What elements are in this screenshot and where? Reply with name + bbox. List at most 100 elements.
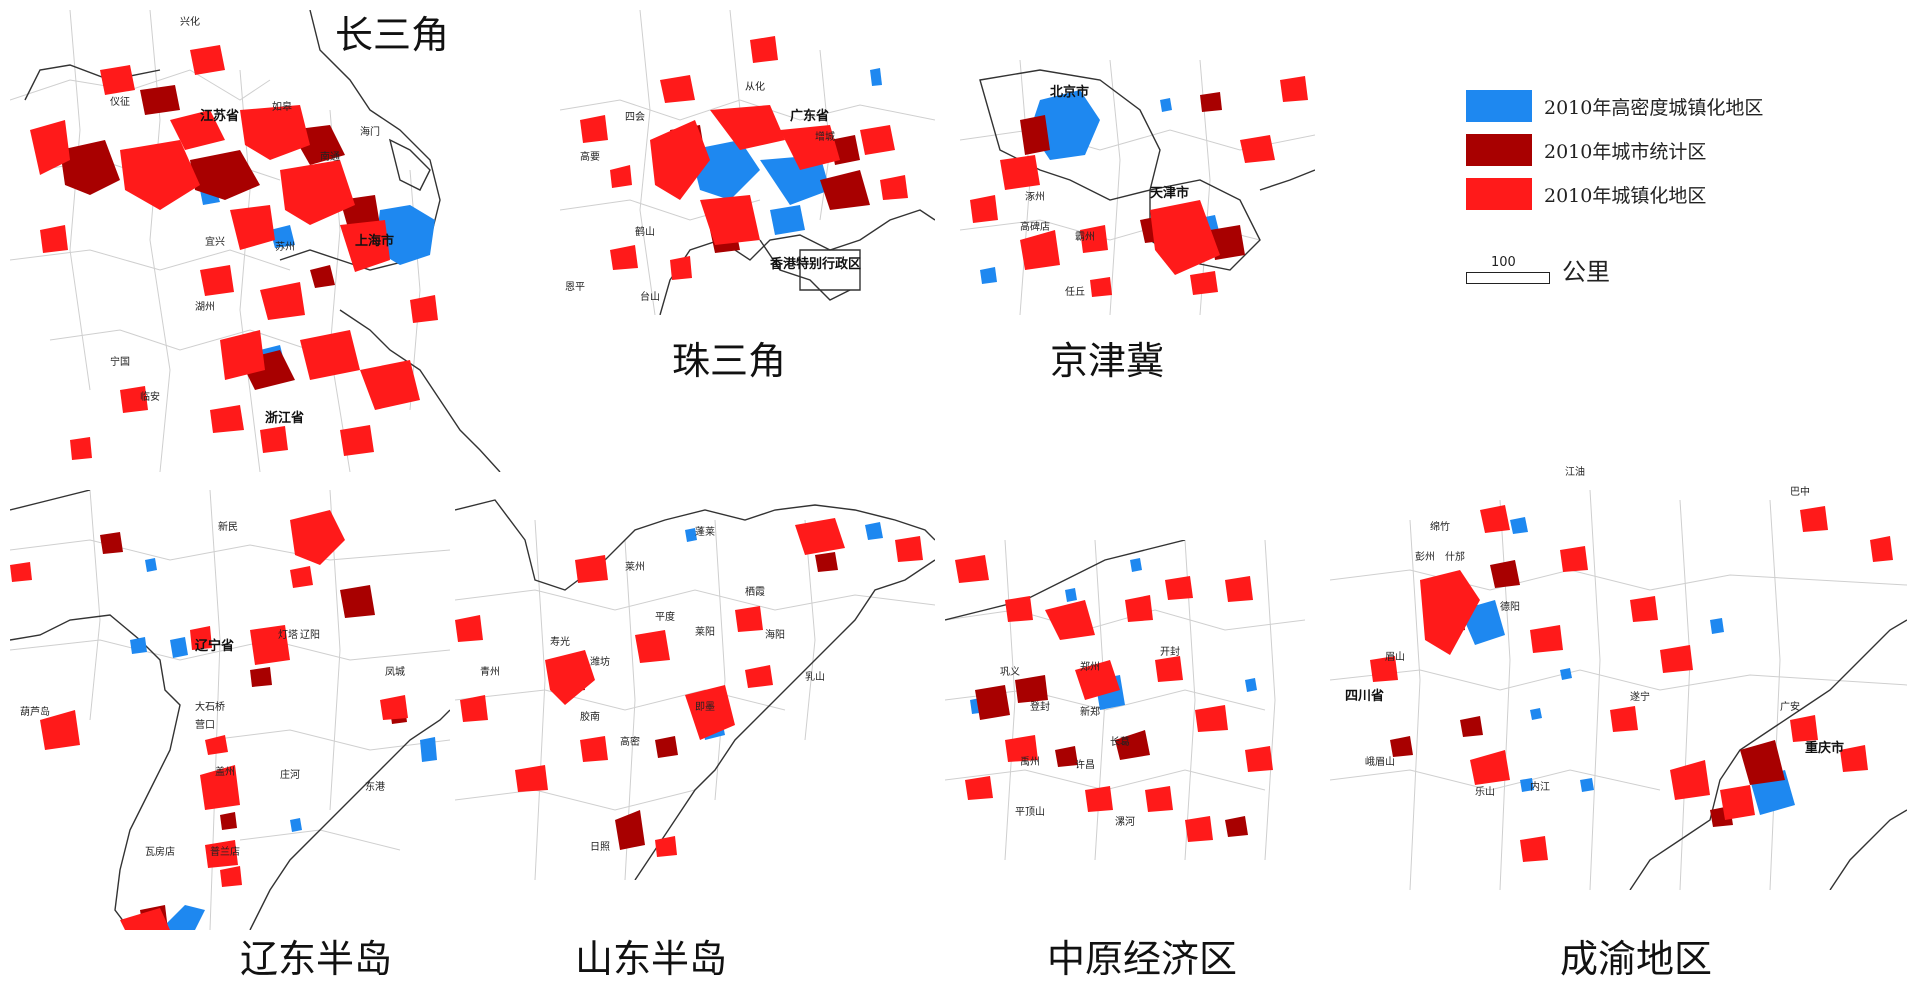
legend-swatch-city-stat (1466, 134, 1532, 166)
svg-text:眉山: 眉山 (1385, 651, 1405, 663)
svg-text:新民: 新民 (218, 520, 238, 533)
svg-text:仪征: 仪征 (110, 96, 130, 108)
svg-text:四会: 四会 (625, 110, 645, 123)
map-panel-liaodong: 辽宁省 新民 辽阳 灯塔 大石桥 营口 盖州 庄河 瓦房店 普兰店 葫芦岛 凤城… (10, 490, 450, 930)
svg-text:营口: 营口 (195, 718, 215, 731)
map-legend: 2010年高密度城镇化地区 2010年城市统计区 2010年城镇化地区 (1466, 84, 1763, 216)
legend-label-urbanized: 2010年城镇化地区 (1544, 184, 1707, 207)
svg-text:台山: 台山 (640, 290, 660, 303)
svg-text:内江: 内江 (1530, 780, 1550, 793)
svg-text:郑州: 郑州 (1080, 660, 1100, 673)
high-density-patches (130, 558, 437, 930)
legend-item-urbanized: 2010年城镇化地区 (1466, 172, 1763, 216)
liaodong-map: 辽宁省 新民 辽阳 灯塔 大石桥 营口 盖州 庄河 瓦房店 普兰店 葫芦岛 凤城… (10, 490, 450, 930)
map-panel-yangtze: 江苏省 上海市 浙江省 兴化 如皋 南通 海门 宜兴 湖州 宁国 临安 仪征 苏… (10, 10, 525, 472)
svg-text:平顶山: 平顶山 (1015, 806, 1045, 818)
region-title-zhongyuan: 中原经济区 (1047, 937, 1238, 981)
svg-text:新郑: 新郑 (1080, 705, 1100, 718)
svg-text:峨眉山: 峨眉山 (1365, 756, 1395, 768)
svg-text:日照: 日照 (590, 841, 610, 853)
legend-label-high-density: 2010年高密度城镇化地区 (1544, 96, 1764, 119)
svg-text:恩平: 恩平 (565, 281, 585, 293)
prd-map: 广东省 香港特别行政区 四会 高要 鹤山 台山 恩平 从化 增城 (560, 10, 935, 315)
svg-text:什邡: 什邡 (1445, 550, 1465, 563)
svg-text:从化: 从化 (745, 80, 765, 93)
svg-text:兴化: 兴化 (180, 15, 200, 28)
map-panel-zhongyuan: 郑州 开封 新郑 许昌 平顶山 巩义 登封 长葛 禹州 漯河 (945, 540, 1305, 860)
svg-text:许昌: 许昌 (1075, 759, 1095, 771)
svg-text:灯塔: 灯塔 (278, 628, 298, 641)
legend-item-city-stat: 2010年城市统计区 (1466, 128, 1763, 172)
urbanized-patches (970, 76, 1308, 297)
svg-text:任丘: 任丘 (1065, 285, 1085, 298)
svg-text:开封: 开封 (1160, 645, 1180, 658)
chengyu-map: 四川省 重庆市 绵竹 彭州 什邡 德阳 遂宁 广安 内江 乐山 峨眉山 眉山 江… (1330, 465, 1907, 890)
svg-text:长葛: 长葛 (1110, 735, 1130, 748)
svg-text:天津市: 天津市 (1150, 185, 1189, 201)
svg-text:浙江省: 浙江省 (265, 410, 304, 426)
urbanized-patches (30, 45, 438, 460)
jingjinji-place-labels: 北京市 天津市 高碑店 霸州 涿州 任丘 (1020, 84, 1189, 298)
svg-text:四川省: 四川省 (1345, 688, 1384, 704)
svg-text:鹤山: 鹤山 (635, 225, 655, 238)
svg-text:栖霞: 栖霞 (745, 585, 765, 598)
region-title-liaodong: 辽东半岛 (240, 937, 393, 981)
svg-text:蓬莱: 蓬莱 (695, 526, 715, 538)
svg-text:广东省: 广东省 (790, 108, 829, 124)
svg-text:平度: 平度 (655, 610, 675, 623)
region-title-shandong: 山东半岛 (575, 937, 728, 981)
svg-text:彭州: 彭州 (1415, 550, 1435, 563)
zhongyuan-place-labels: 郑州 开封 新郑 许昌 平顶山 巩义 登封 长葛 禹州 漯河 (1000, 645, 1180, 828)
svg-text:如皋: 如皋 (272, 100, 292, 113)
svg-text:青州: 青州 (480, 665, 500, 678)
scale-bar-box: 100 (1466, 255, 1550, 284)
scale-bar: 100 公里 (1466, 255, 1610, 286)
scale-bar-value: 100 (1491, 255, 1516, 270)
svg-text:北京市: 北京市 (1050, 84, 1089, 100)
svg-text:高要: 高要 (580, 150, 600, 163)
svg-text:大石桥: 大石桥 (195, 700, 225, 713)
svg-text:海阳: 海阳 (765, 628, 785, 641)
svg-text:盖州: 盖州 (215, 765, 235, 778)
svg-text:瓦房店: 瓦房店 (145, 845, 175, 858)
svg-text:胶南: 胶南 (580, 710, 600, 723)
svg-text:江苏省: 江苏省 (200, 108, 239, 124)
region-title-yangtze: 长三角 (335, 13, 450, 57)
svg-text:高碑店: 高碑店 (1020, 220, 1050, 233)
svg-text:临安: 临安 (140, 390, 160, 403)
svg-text:庄河: 庄河 (280, 768, 300, 781)
svg-text:寿光: 寿光 (550, 635, 570, 648)
yangtze-map: 江苏省 上海市 浙江省 兴化 如皋 南通 海门 宜兴 湖州 宁国 临安 仪征 苏… (10, 10, 501, 472)
svg-text:南通: 南通 (320, 150, 340, 163)
svg-text:辽阳: 辽阳 (300, 629, 320, 641)
svg-text:江油: 江油 (1565, 465, 1585, 478)
svg-text:增城: 增城 (815, 130, 835, 143)
map-panel-prd: 广东省 香港特别行政区 四会 高要 鹤山 台山 恩平 从化 增城 (560, 10, 935, 315)
svg-text:涿州: 涿州 (1025, 191, 1045, 203)
shandong-place-labels: 寿光 潍坊 青州 高密 胶南 日照 即墨 莱阳 海阳 栖霞 蓬莱 乳山 平度 莱… (480, 526, 825, 853)
svg-text:潍坊: 潍坊 (590, 655, 610, 668)
map-panel-shandong: 寿光 潍坊 青州 高密 胶南 日照 即墨 莱阳 海阳 栖霞 蓬莱 乳山 平度 莱… (455, 480, 935, 880)
svg-text:辽宁省: 辽宁省 (195, 638, 234, 654)
svg-text:广安: 广安 (1780, 700, 1800, 713)
svg-text:巴中: 巴中 (1790, 485, 1810, 498)
region-title-prd: 珠三角 (672, 339, 787, 383)
svg-text:香港特别行政区: 香港特别行政区 (769, 256, 861, 272)
map-panel-chengyu: 四川省 重庆市 绵竹 彭州 什邡 德阳 遂宁 广安 内江 乐山 峨眉山 眉山 江… (1330, 460, 1907, 890)
svg-text:苏州: 苏州 (275, 240, 295, 253)
svg-text:宁国: 宁国 (110, 355, 130, 368)
svg-text:葫芦岛: 葫芦岛 (20, 705, 50, 718)
svg-text:普兰店: 普兰店 (210, 845, 240, 858)
urbanized-patches (1370, 505, 1893, 862)
svg-text:湖州: 湖州 (195, 301, 215, 313)
liaodong-place-labels: 辽宁省 新民 辽阳 灯塔 大石桥 营口 盖州 庄河 瓦房店 普兰店 葫芦岛 凤城… (20, 520, 405, 858)
svg-text:乳山: 乳山 (805, 670, 825, 683)
scale-bar-unit: 公里 (1562, 258, 1610, 286)
high-density-patches (690, 68, 882, 235)
region-title-jingjinji: 京津冀 (1050, 339, 1165, 383)
urbanized-patches (955, 555, 1273, 842)
svg-text:德阳: 德阳 (1500, 600, 1520, 613)
map-panel-jingjinji: 北京市 天津市 高碑店 霸州 涿州 任丘 (960, 60, 1315, 315)
shandong-map: 寿光 潍坊 青州 高密 胶南 日照 即墨 莱阳 海阳 栖霞 蓬莱 乳山 平度 莱… (455, 499, 935, 880)
svg-text:莱州: 莱州 (625, 561, 645, 573)
